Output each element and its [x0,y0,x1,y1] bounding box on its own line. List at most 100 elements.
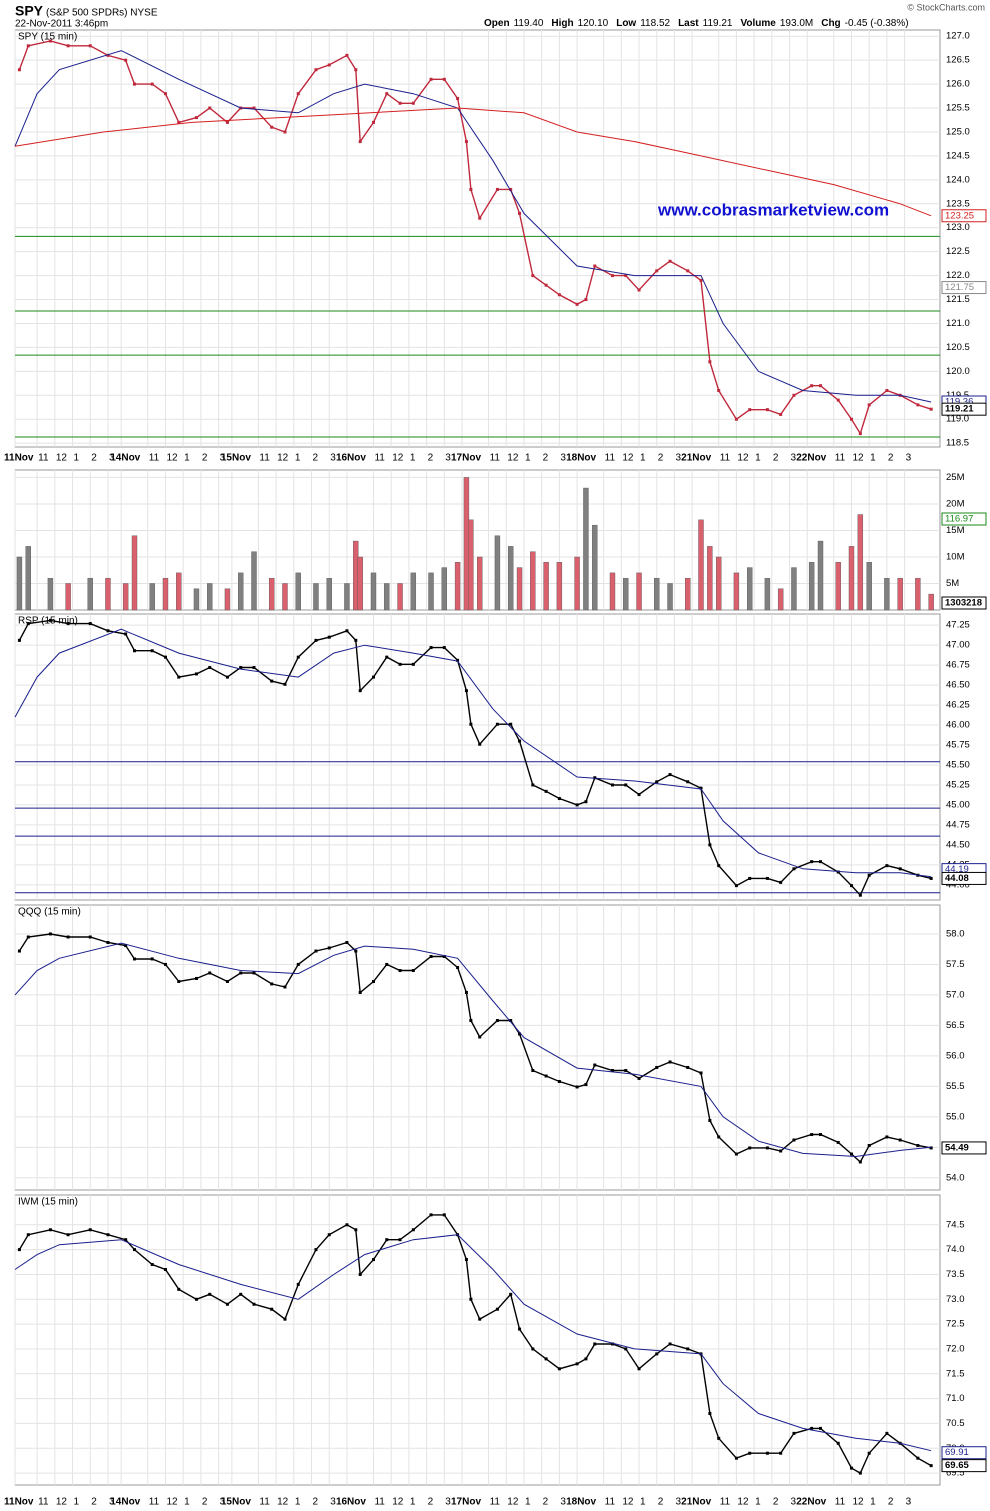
x-tick-label: 11 [490,453,501,464]
quote-value: -0.45 (-0.38%) [845,18,909,29]
panel-frame [14,613,941,901]
y-tick-label: 46.75 [946,660,970,671]
moving-average [14,942,932,1158]
x-tick-label: 3 [906,1497,912,1508]
price-point [699,786,703,790]
x-tick-label: 3 [675,1497,681,1508]
price-point [929,876,933,880]
price-point [124,632,128,636]
y-tick-label: 73.5 [946,1269,965,1280]
price-point [283,682,287,686]
volume-bar [441,567,448,611]
volume-bar [556,562,563,611]
price-point [26,935,30,939]
price-point [867,1451,871,1455]
price-point [849,1466,853,1470]
x-tick-label: 12 [622,1497,634,1508]
price-point [296,92,300,96]
volume-bar [384,583,390,611]
price-point [686,1065,690,1069]
volume-bar [468,519,474,611]
x-tick-label: 16Nov [336,1497,366,1508]
x-tick-label: 1 [525,453,531,464]
y-tick-label: 119.5 [946,390,969,401]
volume-bar [162,577,169,611]
last-value-box [941,209,987,223]
x-tick-label: 17Nov [451,453,481,464]
price-point [398,1238,402,1242]
y-tick-label: 124.5 [946,150,970,161]
price-point [765,408,769,412]
price-point [849,1152,853,1156]
price-point [239,666,243,670]
y-tick-label: 45.25 [946,779,970,790]
y-tick-label: 20M [946,498,965,509]
y-tick-label: 56.0 [946,1050,965,1061]
y-tick-label: 72.5 [946,1319,965,1330]
copyright: © StockCharts.com [907,2,985,12]
price-point [225,120,229,124]
price-point [208,666,212,670]
price-point [17,1248,21,1252]
x-tick-label: 2 [202,453,208,464]
x-tick-label: 2 [91,1497,97,1508]
price-point [88,1228,92,1232]
moving-average [14,628,932,878]
price-point [177,1287,181,1291]
price-point [655,269,659,273]
price-point [509,1292,513,1296]
volume-bar [835,562,841,611]
price-point [314,638,318,642]
volume-bar [16,556,23,611]
panel-label: SPY (15 min) [18,32,77,43]
x-tick-label: 11 [605,453,616,464]
y-tick-label: 58.0 [946,928,965,939]
price-point [637,288,641,292]
price-point [531,274,535,278]
price-point [699,278,703,282]
y-tick-label: 73.0 [946,1294,965,1305]
volume-bar [122,583,129,611]
last-value-label: 123.25 [945,210,974,221]
price-point [358,990,362,994]
y-tick-label: 120.0 [946,366,970,377]
volume-bar [454,562,461,611]
y-tick-label: 121.0 [946,318,970,329]
price-point [792,1138,796,1142]
price-point [836,1441,840,1445]
price-point [708,360,712,364]
y-tick-label: 55.5 [946,1081,965,1092]
price-point [270,1307,274,1311]
price-point [314,1248,318,1252]
price-point [194,976,198,980]
price-point [106,940,110,944]
price-point [225,1302,229,1306]
price-point [779,880,783,884]
price-point [655,1352,659,1356]
price-point [398,101,402,105]
price-point [252,666,256,670]
quote-label: Last [678,18,699,29]
price-point [717,1135,721,1139]
x-tick-label: 22Nov [796,453,826,464]
quote-value: 119.40 [514,18,544,29]
price-point [819,1133,823,1137]
price-point [296,962,300,966]
watermark: www.cobrasmarketview.com [657,200,889,219]
x-tick-label: 3 [675,453,681,464]
y-tick-label: 122.5 [946,246,970,257]
volume-bar [654,577,660,611]
price-point [124,1238,128,1242]
price-point [518,1327,522,1331]
price-point [858,432,862,436]
last-value-box [941,512,987,526]
x-tick-label: 1 [74,1497,80,1508]
quote-label: Chg [821,18,840,29]
price-point [734,1152,738,1156]
last-value-label: 44.08 [945,873,969,884]
price-point [270,982,274,986]
x-tick-label: 15Nov [221,1497,251,1508]
price-point [575,1362,579,1366]
price-point [858,1471,862,1475]
